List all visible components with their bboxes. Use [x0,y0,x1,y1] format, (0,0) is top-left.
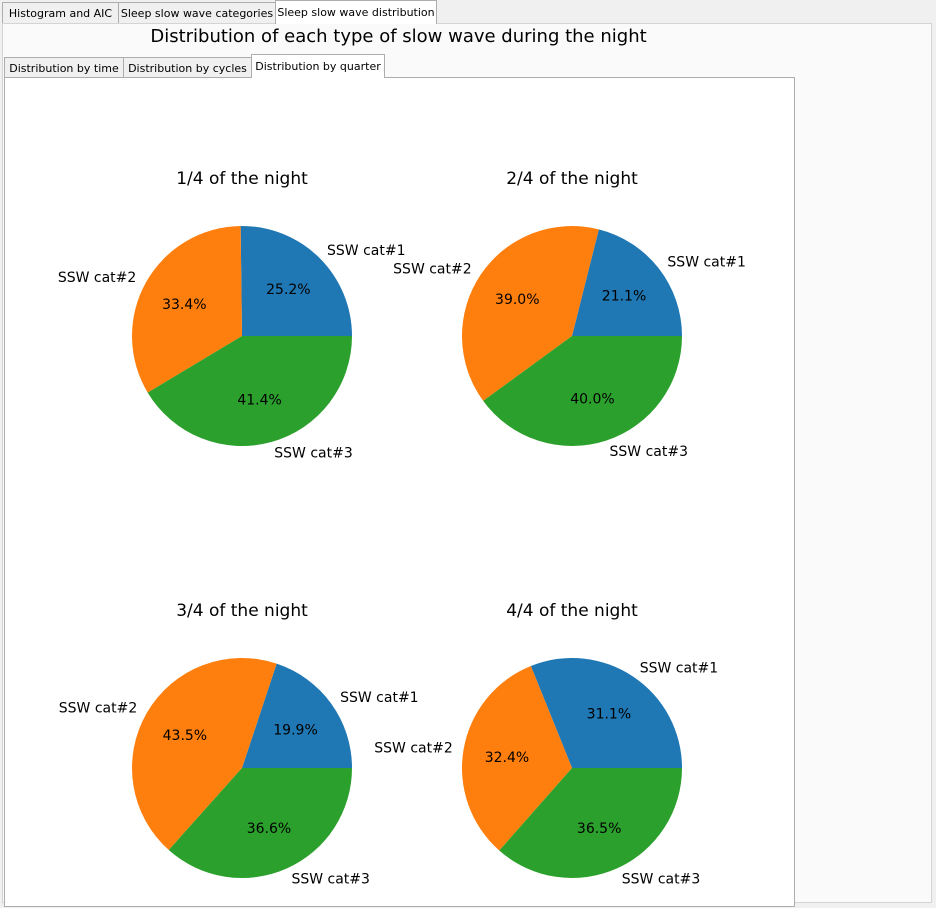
subtab-label: Distribution by quarter [255,60,381,73]
pie-title: 2/4 of the night [506,169,638,189]
pie-slice-1 [242,663,352,768]
pie-title: 3/4 of the night [176,601,308,621]
pie-category-label: SSW cat#2 [374,741,452,757]
pie-percent-label: 31.1% [587,706,631,722]
pie-category-label: SSW cat#3 [291,871,369,887]
tab-histogram-and-aic[interactable]: Histogram and AIC [2,2,119,23]
tab-sleep-slow-wave-categories[interactable]: Sleep slow wave categories [118,2,276,23]
pie-percent-label: 36.5% [577,821,621,837]
pie-chart-4: 4/4 of the night 31.1% SSW cat#1 32.4% SSW c… [374,601,718,887]
pie-slice-3 [147,336,352,446]
pie-slice-3 [168,768,352,878]
pie-category-label: SSW cat#3 [274,446,352,462]
pie-slice-1 [530,658,682,768]
pie-percent-label: 32.4% [485,750,529,766]
pie-slice-2 [131,658,277,851]
pie-slice-2 [462,226,599,401]
pie-slice-3 [483,336,682,446]
pie-slice-1 [240,225,352,336]
pie-percent-label: 43.5% [163,728,207,744]
pie-slice-3 [499,768,682,878]
tab-label: Sleep slow wave categories [120,6,274,20]
pie-charts-figure: 1/4 of the night 25.2% SSW cat#1 33.4% SSW c… [58,169,746,887]
pie-category-label: SSW cat#2 [59,700,137,716]
pie-percent-label: 40.0% [570,392,614,408]
pie-slice-2 [132,226,242,393]
pie-title: 1/4 of the night [176,169,308,189]
pie-percent-label: 25.2% [266,282,310,298]
pie-chart-3: 3/4 of the night 19.9% SSW cat#1 43.5% SSW c… [59,601,419,887]
subtab-label: Distribution by time [9,61,119,75]
pie-category-label: SSW cat#2 [58,270,136,286]
tab-label: Sleep slow wave distribution [277,6,435,19]
pie-slice-1 [572,229,682,336]
tab-label: Histogram and AIC [8,6,113,20]
pie-category-label: SSW cat#2 [393,261,471,277]
tab-sleep-slow-wave-distribution[interactable]: Sleep slow wave distribution [275,0,437,24]
figure-title: Distribution of each type of slow wave d… [150,26,647,47]
subtab-label: Distribution by cycles [128,61,247,75]
subtab-distribution-by-time[interactable]: Distribution by time [4,57,124,78]
pie-title: 4/4 of the night [506,601,638,621]
pie-chart-2: 2/4 of the night 21.1% SSW cat#1 39.0% SSW c… [393,169,746,460]
pie-percent-label: 39.0% [495,292,539,308]
pie-percent-label: 21.1% [602,288,646,304]
pie-category-label: SSW cat#1 [667,255,745,271]
main-tab-bar: Histogram and AIC Sleep slow wave catego… [0,0,936,24]
pie-percent-label: 19.9% [273,722,317,738]
pie-percent-label: 36.6% [247,821,291,837]
pie-percent-label: 41.4% [237,393,281,409]
pie-chart-1: 1/4 of the night 25.2% SSW cat#1 33.4% SSW c… [58,169,406,462]
subtab-distribution-by-cycles[interactable]: Distribution by cycles [123,57,252,78]
subtab-distribution-by-quarter[interactable]: Distribution by quarter [251,54,385,78]
pie-category-label: SSW cat#1 [327,243,405,259]
chart-canvas-area: 1/4 of the night 25.2% SSW cat#1 33.4% SSW c… [4,77,795,907]
pie-category-label: SSW cat#1 [640,661,718,677]
pie-category-label: SSW cat#3 [622,871,700,887]
pie-slice-2 [462,665,572,851]
pie-percent-label: 33.4% [162,297,206,313]
pie-category-label: SSW cat#1 [340,690,418,706]
pie-category-label: SSW cat#3 [610,444,688,460]
